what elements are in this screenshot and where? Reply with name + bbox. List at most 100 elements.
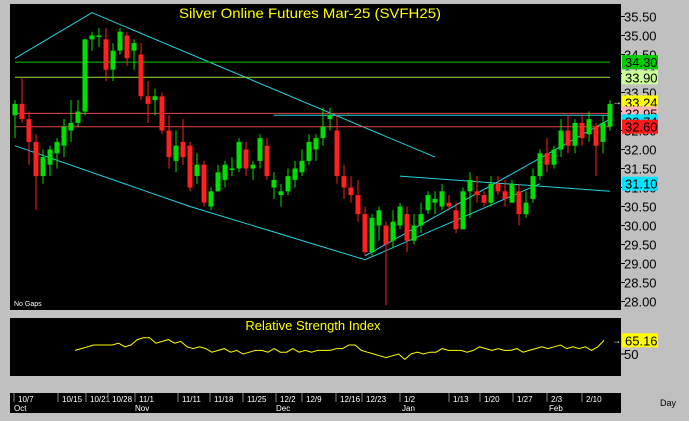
y-tick-label: 32.00 <box>624 143 657 158</box>
candle-body <box>12 103 18 116</box>
y-tick-label: 31.50 <box>624 162 657 177</box>
candle-body <box>257 138 263 161</box>
candle-body <box>152 96 158 101</box>
candle-body <box>411 225 417 241</box>
candle-body <box>75 111 81 123</box>
candle-body <box>404 214 410 241</box>
candlesticks <box>12 27 613 306</box>
candle-body <box>201 164 207 203</box>
candle-body <box>82 39 88 112</box>
candle-body <box>33 141 39 177</box>
no-gaps-note: No Gaps <box>14 301 42 308</box>
y-tick-label: 28.50 <box>624 276 657 291</box>
candle-body <box>474 191 480 196</box>
candle-body <box>180 141 186 158</box>
candle-body <box>558 130 564 150</box>
candle-body <box>572 122 578 146</box>
price-tag <box>622 119 658 134</box>
candle-body <box>278 191 284 196</box>
candle-body <box>187 145 193 188</box>
rsi-line <box>74 337 605 361</box>
candle-body <box>460 191 466 230</box>
rsi-title: Relative Strength Index <box>245 318 381 333</box>
candle-body <box>523 202 529 215</box>
x-date-label: 1/20 <box>484 395 500 404</box>
candle-body <box>376 210 382 226</box>
x-date-label: 1/13 <box>453 395 469 404</box>
price-tag-label: 33.90 <box>625 70 658 85</box>
candle-body <box>159 96 165 131</box>
candle-body <box>250 164 256 169</box>
candle-body <box>530 176 536 199</box>
candle-body <box>89 35 95 40</box>
candle-body <box>96 35 102 37</box>
trend-line[interactable] <box>14 145 541 261</box>
candle-body <box>138 54 144 97</box>
candle-body <box>166 130 172 158</box>
chart-title: Silver Online Futures Mar-25 (SVFH25) <box>179 5 441 21</box>
trend-line[interactable] <box>14 12 436 158</box>
last-price-marker-icon: → <box>612 97 622 108</box>
rsi-value-label: 65.16 <box>625 333 658 348</box>
x-month-label: Feb <box>549 404 563 413</box>
candle-body <box>369 217 375 253</box>
candle-body <box>47 149 53 165</box>
candle-body <box>488 183 494 203</box>
price-tag <box>622 70 658 85</box>
x-date-label: 12/2 <box>280 395 296 404</box>
date-axis: 10/7 10/15 10/21 10/28 11/1 11/11 11/18 11/25 12… <box>10 393 677 413</box>
x-date-label: 12/9 <box>306 395 322 404</box>
candle-body <box>565 130 571 146</box>
candle-body <box>215 172 221 192</box>
candle-body <box>600 122 606 142</box>
x-date-label: 10/28 <box>112 395 133 404</box>
x-date-label: 2/3 <box>551 395 563 404</box>
rsi-pane: Relative Strength Index <box>10 318 621 376</box>
price-tag-label: 32.60 <box>625 120 658 135</box>
date-axis-background <box>10 393 621 413</box>
candle-body <box>243 149 249 169</box>
candle-body <box>299 160 305 173</box>
candle-body <box>306 141 312 161</box>
candle-body <box>516 191 522 215</box>
candle-body <box>236 141 242 169</box>
x-date-label: 11/25 <box>247 395 267 404</box>
candle-body <box>194 164 200 177</box>
candle-body <box>334 130 340 177</box>
y-tick-label: 29.50 <box>624 238 657 253</box>
candle-body <box>551 149 557 165</box>
candle-body <box>26 119 32 142</box>
candle-body <box>222 164 228 180</box>
candle-body <box>229 168 235 170</box>
candle-body <box>173 145 179 161</box>
rsi-tick-label: 50 <box>624 347 638 362</box>
candle-body <box>145 96 151 104</box>
x-date-label: 2/10 <box>586 395 602 404</box>
candle-body <box>264 145 270 177</box>
price-tag <box>622 55 658 70</box>
candle-body <box>124 35 130 59</box>
candle-body <box>467 179 473 192</box>
candle-body <box>362 214 368 253</box>
candle-body <box>313 138 319 150</box>
candle-body <box>271 179 277 188</box>
x-date-label: 11/18 <box>214 395 234 404</box>
candle-body <box>593 126 599 146</box>
period-label: Day <box>660 398 677 408</box>
y-tick-label: 35.00 <box>624 29 657 44</box>
candle-body <box>355 195 361 215</box>
candle-body <box>586 119 592 135</box>
rsi-value-tag <box>622 333 658 348</box>
candle-body <box>453 210 459 230</box>
price-tag-label: 34.30 <box>625 55 658 70</box>
candle-body <box>390 221 396 241</box>
x-month-label: Oct <box>14 404 27 413</box>
candle-body <box>544 153 550 165</box>
candle-body <box>131 43 137 51</box>
candle-body <box>285 176 291 192</box>
price-tag <box>622 95 658 110</box>
price-tag-label: 31.10 <box>625 177 658 192</box>
